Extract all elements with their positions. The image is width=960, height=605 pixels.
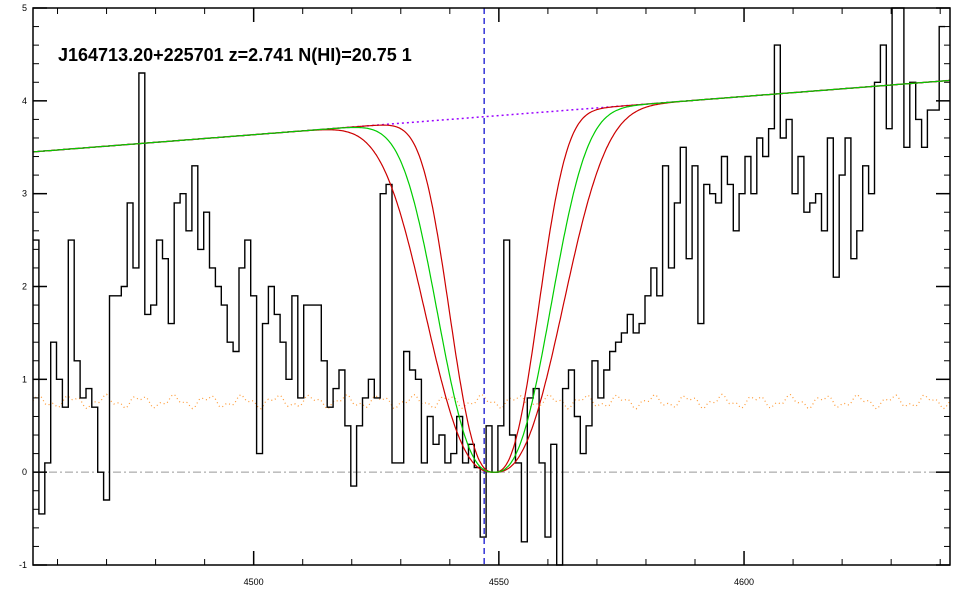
y-tick-label-3: 3 — [22, 189, 27, 199]
y-tick-label-5: 5 — [22, 3, 27, 13]
x-tick-label-4500: 4500 — [244, 577, 264, 587]
x-tick-label-4600: 4600 — [734, 577, 754, 587]
y-tick-label-4: 4 — [22, 96, 27, 106]
tick-labels-layer: -1 0 1 2 3 4 5 4500 4550 4600 — [19, 3, 754, 587]
series-layer — [32, 7, 951, 566]
y-tick-label-0: 0 — [22, 467, 27, 477]
chart-title: J164713.20+225701 z=2.741 N(HI)=20.75 1 — [58, 45, 412, 65]
y-tick-label--1: -1 — [19, 560, 27, 570]
y-tick-label-1: 1 — [22, 374, 27, 384]
best-fit-line — [32, 79, 951, 473]
ticks-layer — [33, 7, 950, 566]
y-tick-label-2: 2 — [22, 282, 27, 292]
flux-spectrum-line — [33, 7, 946, 566]
x-tick-label-4550: 4550 — [489, 577, 509, 587]
